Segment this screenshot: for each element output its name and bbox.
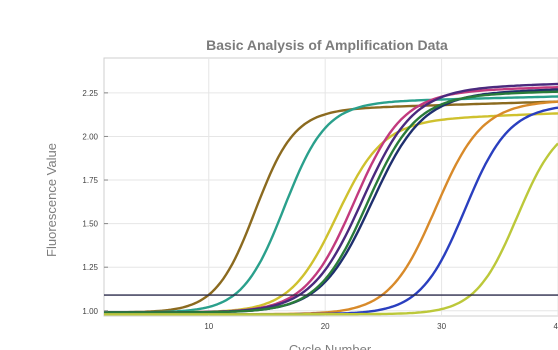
- series-line-2: [104, 95, 558, 314]
- x-tick-label: 20: [321, 322, 330, 331]
- x-tick-label: 30: [437, 322, 446, 331]
- y-tick-label: 1.25: [82, 263, 98, 272]
- series-line-7: [104, 90, 558, 314]
- plot-frame: [103, 57, 558, 317]
- y-tick-label: 2.00: [82, 132, 98, 141]
- series-line-1: [104, 100, 558, 314]
- series-line-8: [104, 100, 558, 316]
- series-line-3: [104, 112, 558, 314]
- y-tick-label: 1.50: [82, 220, 98, 229]
- y-tick-label: 1.00: [82, 307, 98, 316]
- y-tick-label: 1.75: [82, 176, 98, 185]
- ticks: 10 20 30 40 1.00 1.25 1.50 1.75 2.00 2.25: [82, 89, 558, 331]
- series-line-10: [104, 142, 558, 316]
- grid: [104, 58, 558, 316]
- y-tick-label: 2.25: [82, 89, 98, 98]
- y-axis-label: Fluorescence Value: [44, 143, 59, 257]
- x-tick-label: 10: [204, 322, 213, 331]
- chart-title: Basic Analysis of Amplification Data: [206, 37, 448, 53]
- series-line-5: [104, 82, 558, 314]
- x-tick-label: 40: [554, 322, 558, 331]
- series-group: [104, 82, 558, 316]
- x-axis-label: Cycle Number: [289, 342, 372, 350]
- series-line-9: [104, 106, 558, 316]
